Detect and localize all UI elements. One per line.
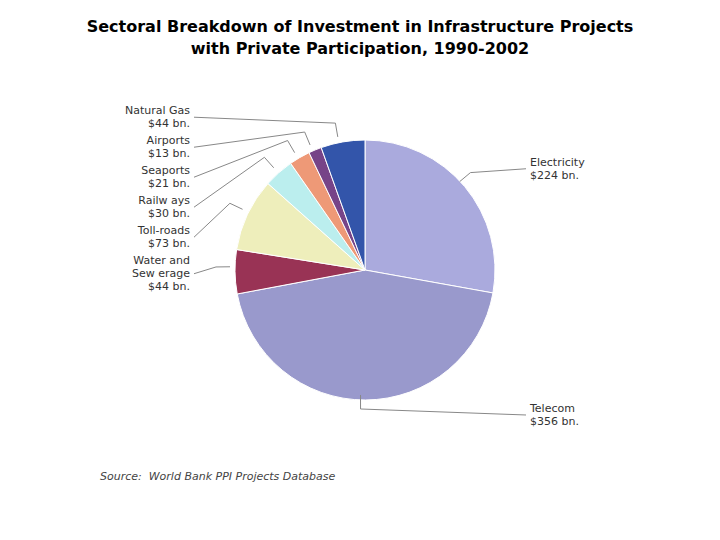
svg-text:Toll-roads$73 bn.: Toll-roads$73 bn. xyxy=(137,224,190,250)
svg-text:Electricity$224 bn.: Electricity$224 bn. xyxy=(530,156,585,182)
svg-text:Natural Gas$44 bn.: Natural Gas$44 bn. xyxy=(125,104,190,130)
svg-text:Water andSew erage$44 bn.: Water andSew erage$44 bn. xyxy=(132,254,190,293)
svg-text:Telecom$356 bn.: Telecom$356 bn. xyxy=(529,402,579,428)
svg-text:Railw ays$30 bn.: Railw ays$30 bn. xyxy=(138,194,190,220)
html-text:Sectoral Breakdown of Investme: Sectoral Breakdown of Investment in Infr… xyxy=(86,17,634,36)
html-text:with Private Participation, 19: with Private Participation, 1990-2002 xyxy=(190,39,530,58)
svg-text:Airports$13 bn.: Airports$13 bn. xyxy=(147,134,191,160)
html-text:Source: World Bank PPI Project: Source: World Bank PPI Projects Database xyxy=(100,470,336,483)
svg-text:Seaports$21 bn.: Seaports$21 bn. xyxy=(141,164,190,190)
